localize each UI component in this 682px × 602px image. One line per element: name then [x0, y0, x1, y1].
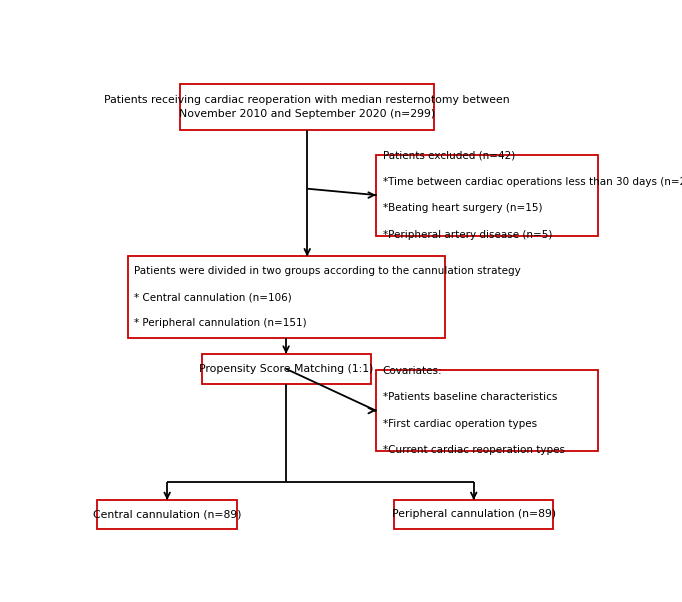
Text: Patients receiving cardiac reoperation with median resternotomy between
November: Patients receiving cardiac reoperation w… [104, 95, 510, 119]
FancyBboxPatch shape [202, 354, 371, 384]
FancyBboxPatch shape [128, 256, 445, 338]
Text: Central cannulation (n=89): Central cannulation (n=89) [93, 509, 241, 520]
FancyBboxPatch shape [180, 84, 434, 130]
FancyBboxPatch shape [394, 500, 553, 529]
Text: Patients excluded (n=42)

*Time between cardiac operations less than 30 days (n=: Patients excluded (n=42) *Time between c… [383, 150, 682, 240]
Text: Propensity Score Matching (1:1): Propensity Score Matching (1:1) [199, 364, 373, 374]
FancyBboxPatch shape [376, 370, 598, 451]
Text: Peripheral cannulation (n=89): Peripheral cannulation (n=89) [391, 509, 556, 520]
FancyBboxPatch shape [376, 155, 598, 235]
Text: Covariates:

*Patients baseline characteristics

*First cardiac operation types
: Covariates: *Patients baseline character… [383, 366, 565, 455]
Text: Patients were divided in two groups according to the cannulation strategy

* Cen: Patients were divided in two groups acco… [134, 265, 521, 329]
FancyBboxPatch shape [97, 500, 237, 529]
